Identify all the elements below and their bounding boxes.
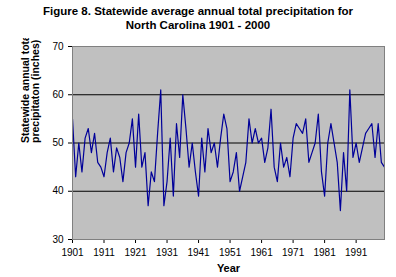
svg-text:Year: Year xyxy=(217,262,241,274)
svg-text:70: 70 xyxy=(52,41,64,52)
svg-text:1941: 1941 xyxy=(187,247,210,258)
svg-text:1921: 1921 xyxy=(124,247,147,258)
svg-text:60: 60 xyxy=(52,89,64,100)
svg-text:30: 30 xyxy=(52,234,64,245)
svg-text:1981: 1981 xyxy=(313,247,336,258)
svg-text:1951: 1951 xyxy=(219,247,242,258)
svg-text:1931: 1931 xyxy=(156,247,179,258)
svg-text:1901: 1901 xyxy=(61,247,84,258)
svg-text:1991: 1991 xyxy=(345,247,368,258)
svg-text:1961: 1961 xyxy=(250,247,273,258)
html-text:Figure 8. Statewide average an: Figure 8. Statewide average annual total… xyxy=(43,5,353,31)
svg-text:50: 50 xyxy=(52,137,64,148)
svg-text:1911: 1911 xyxy=(93,247,115,258)
svg-text:Statewide annual totalprecipit: Statewide annual totalprecipitaton (inch… xyxy=(19,38,42,143)
svg-text:40: 40 xyxy=(52,185,64,196)
svg-text:1971: 1971 xyxy=(282,247,305,258)
